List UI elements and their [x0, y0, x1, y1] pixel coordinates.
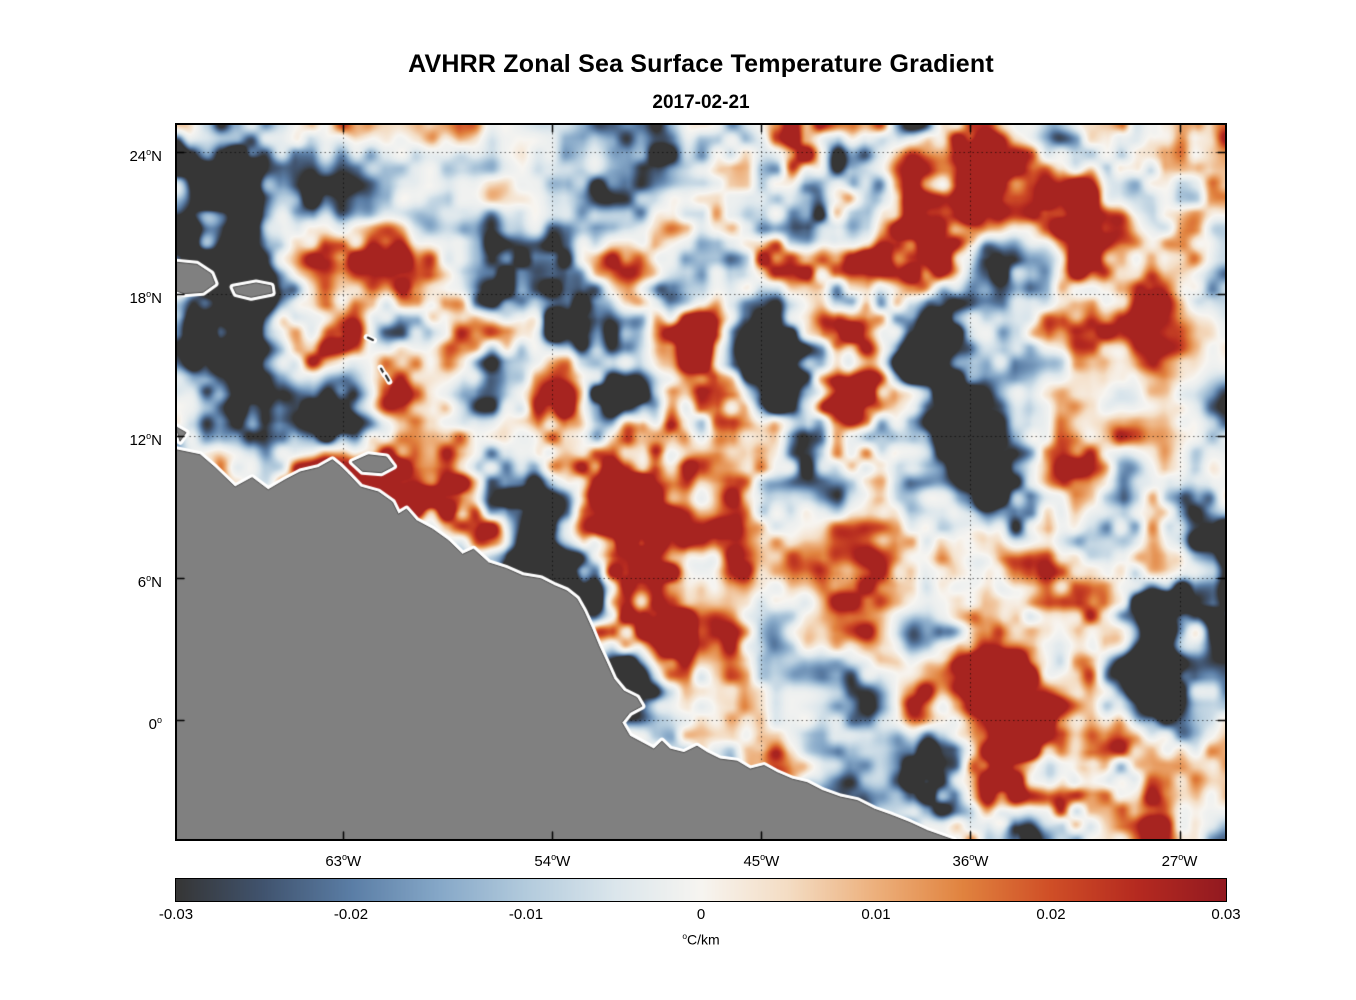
y-tick-label: 12oN [129, 431, 162, 450]
y-tick-label: 24oN [129, 147, 162, 166]
x-tick-label: 54oW [534, 852, 571, 870]
chart-title: AVHRR Zonal Sea Surface Temperature Grad… [408, 50, 994, 78]
y-tick-label: 18oN [129, 289, 162, 308]
colorbar-tick-label: -0.02 [333, 906, 369, 923]
colorbar-tick-label: -0.03 [158, 906, 194, 923]
colorbar-tick-label: 0.01 [861, 906, 891, 923]
colorbar [175, 878, 1227, 902]
colorbar-tick-label: 0 [696, 906, 706, 923]
colorbar-units-label: oC/km [682, 931, 720, 948]
chart-date-subtitle: 2017-02-21 [652, 92, 750, 113]
colorbar-tick-label: 0.03 [1211, 906, 1241, 923]
x-tick-label: 45oW [743, 852, 780, 870]
colorbar-gradient-canvas [176, 879, 1226, 901]
y-tick-label: 0o [148, 715, 162, 734]
colorbar-tick-label: -0.01 [508, 906, 544, 923]
map-plot-area [175, 123, 1227, 841]
x-axis-tick-labels: 63oW 54oW 45oW 36oW 27oW [176, 847, 1226, 870]
x-tick-label: 63oW [325, 852, 362, 870]
y-tick-label: 6oN [137, 573, 162, 592]
x-tick-label: 36oW [952, 852, 989, 870]
x-tick-label: 27oW [1161, 852, 1198, 870]
colorbar-tick-labels: -0.03 -0.02 -0.01 0 0.01 0.02 0.03 [159, 906, 1241, 926]
y-axis-tick-labels: 24oN 18oN 12oN 6oN 0o [0, 124, 168, 840]
colorbar-tick-label: 0.02 [1036, 906, 1066, 923]
sst-gradient-field-canvas [176, 124, 1226, 840]
